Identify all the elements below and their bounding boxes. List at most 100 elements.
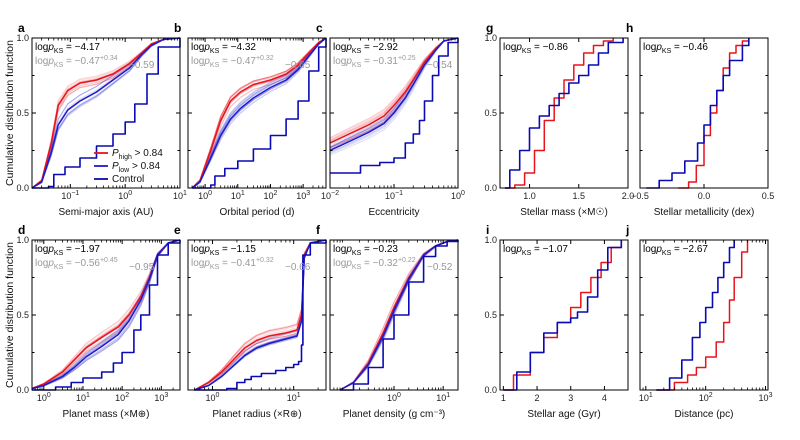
ks-value: = −0.56 <box>63 258 100 269</box>
tick-exponent: 1 <box>86 392 90 399</box>
x-axis-label: Distance (pc) <box>675 409 734 420</box>
tick-exponent: 2 <box>709 392 713 399</box>
x-tick-label: 10−2 <box>321 190 339 201</box>
ks-lower-err: −0.65 <box>285 60 311 71</box>
x-tick-label: 0.5 <box>762 191 775 201</box>
tick-base: 10 <box>76 393 86 403</box>
series-low-line <box>329 37 459 152</box>
tick-exponent: 3 <box>769 392 773 399</box>
ks-lower-err: −0.66 <box>285 262 311 273</box>
ks-p: p <box>203 56 210 67</box>
legend-main: P <box>112 148 119 159</box>
y-tick-label: 0.5 <box>484 310 497 320</box>
ks-p: p <box>47 244 54 255</box>
ks-value: = −1.15 <box>219 244 256 255</box>
y-tick-label: 0.5 <box>484 108 497 118</box>
x-axis-label: Semi-major axis (AU) <box>58 207 153 218</box>
legend-tail: > 0.84 <box>129 161 160 172</box>
bootstrap-low-line <box>191 37 327 189</box>
tick-base: 10 <box>205 393 215 403</box>
ks-log: log <box>333 258 346 269</box>
bootstrap-high-line <box>191 37 327 189</box>
ks-statistic: logpKS = −1.07 <box>503 244 568 257</box>
ks-p: p <box>203 244 210 255</box>
bootstrap-high-line <box>191 37 327 189</box>
tick-base: 10 <box>296 191 306 201</box>
tick-exponent: −1 <box>71 190 79 197</box>
ks-log: log <box>643 42 656 53</box>
ks-lower-err: −0.54 <box>427 60 453 71</box>
panel-letter: j <box>625 223 629 237</box>
ks-p: p <box>345 42 352 53</box>
ks-lower-err: −0.95 <box>129 262 155 273</box>
ks-log: log <box>191 244 204 255</box>
tick-base: 10 <box>198 191 208 201</box>
panel-letter: b <box>174 21 181 35</box>
legend-label-high: Phigh > 0.84 <box>112 148 163 161</box>
ks-statistic: logpKS = −2.92 <box>333 42 398 55</box>
x-tick-label: 101 <box>287 392 301 403</box>
ks-p: p <box>345 244 352 255</box>
ks-upper-err: +0.25 <box>398 55 416 62</box>
x-tick-label: 103 <box>759 392 773 403</box>
tick-exponent: 3 <box>164 392 168 399</box>
series-high-line <box>191 37 327 189</box>
tick-base: 10 <box>759 393 769 403</box>
ks-value: = −0.86 <box>531 42 568 53</box>
panel-letter: a <box>18 21 25 35</box>
ks-p: p <box>655 42 662 53</box>
tick-base: 10 <box>287 393 297 403</box>
ks-sub: KS <box>662 250 672 257</box>
tick-base: 10 <box>173 191 183 201</box>
tick-base: 10 <box>231 191 241 201</box>
tick-exponent: 2 <box>274 190 278 197</box>
panel-letter: i <box>486 223 489 237</box>
ks-value: = −0.47 <box>219 56 256 67</box>
tick-exponent: 0 <box>461 190 465 197</box>
x-axis-label: Eccentricity <box>368 207 419 218</box>
y-axis-label-top: Cumulative distribution function <box>4 40 16 186</box>
panel-letter: e <box>174 223 181 237</box>
bootstrap-high-line <box>194 239 327 391</box>
ks-value: = −0.46 <box>671 42 708 53</box>
bootstrap-high-line <box>191 37 327 189</box>
ks-statistic-gray: logpKS = −0.41+0.32 <box>191 257 274 271</box>
ks-statistic: logpKS = −0.23 <box>333 244 398 257</box>
x-tick-label: 102 <box>699 392 713 403</box>
ks-value: = −2.67 <box>671 244 708 255</box>
ks-log: log <box>35 258 48 269</box>
y-tick-label: 1.0 <box>16 235 29 245</box>
bootstrap-high-line <box>194 239 327 391</box>
ks-upper-err: +0.34 <box>100 55 118 62</box>
ks-value: = −1.07 <box>531 244 568 255</box>
x-tick-label: 0.0 <box>698 191 711 201</box>
bootstrap-low-line <box>191 37 327 189</box>
ks-statistic: logpKS = −2.67 <box>643 244 708 257</box>
ks-sub: KS <box>522 48 532 55</box>
series-control-line <box>330 38 459 174</box>
tick-exponent: −1 <box>395 190 403 197</box>
tick-base: 10 <box>37 393 47 403</box>
panel-letter: f <box>316 223 321 237</box>
tick-exponent: 0 <box>47 392 51 399</box>
x-axis-label: Orbital period (d) <box>219 207 294 218</box>
plot-area <box>32 240 180 390</box>
x-axis-label: Planet radius (×R⊕) <box>212 409 301 420</box>
y-tick-label: 1.0 <box>484 33 497 43</box>
ks-log: log <box>503 42 516 53</box>
bootstrap-low-line <box>31 239 181 389</box>
series-control-line <box>503 240 623 391</box>
x-tick-label: 2 <box>535 393 540 403</box>
ks-sub: KS <box>54 48 64 55</box>
ks-p: p <box>515 244 522 255</box>
ks-log: log <box>191 42 204 53</box>
series-control-line <box>504 38 624 189</box>
tick-exponent: 0 <box>128 190 132 197</box>
x-axis-label: Stellar age (Gyr) <box>527 409 600 420</box>
bootstrap-high-line <box>191 37 327 189</box>
